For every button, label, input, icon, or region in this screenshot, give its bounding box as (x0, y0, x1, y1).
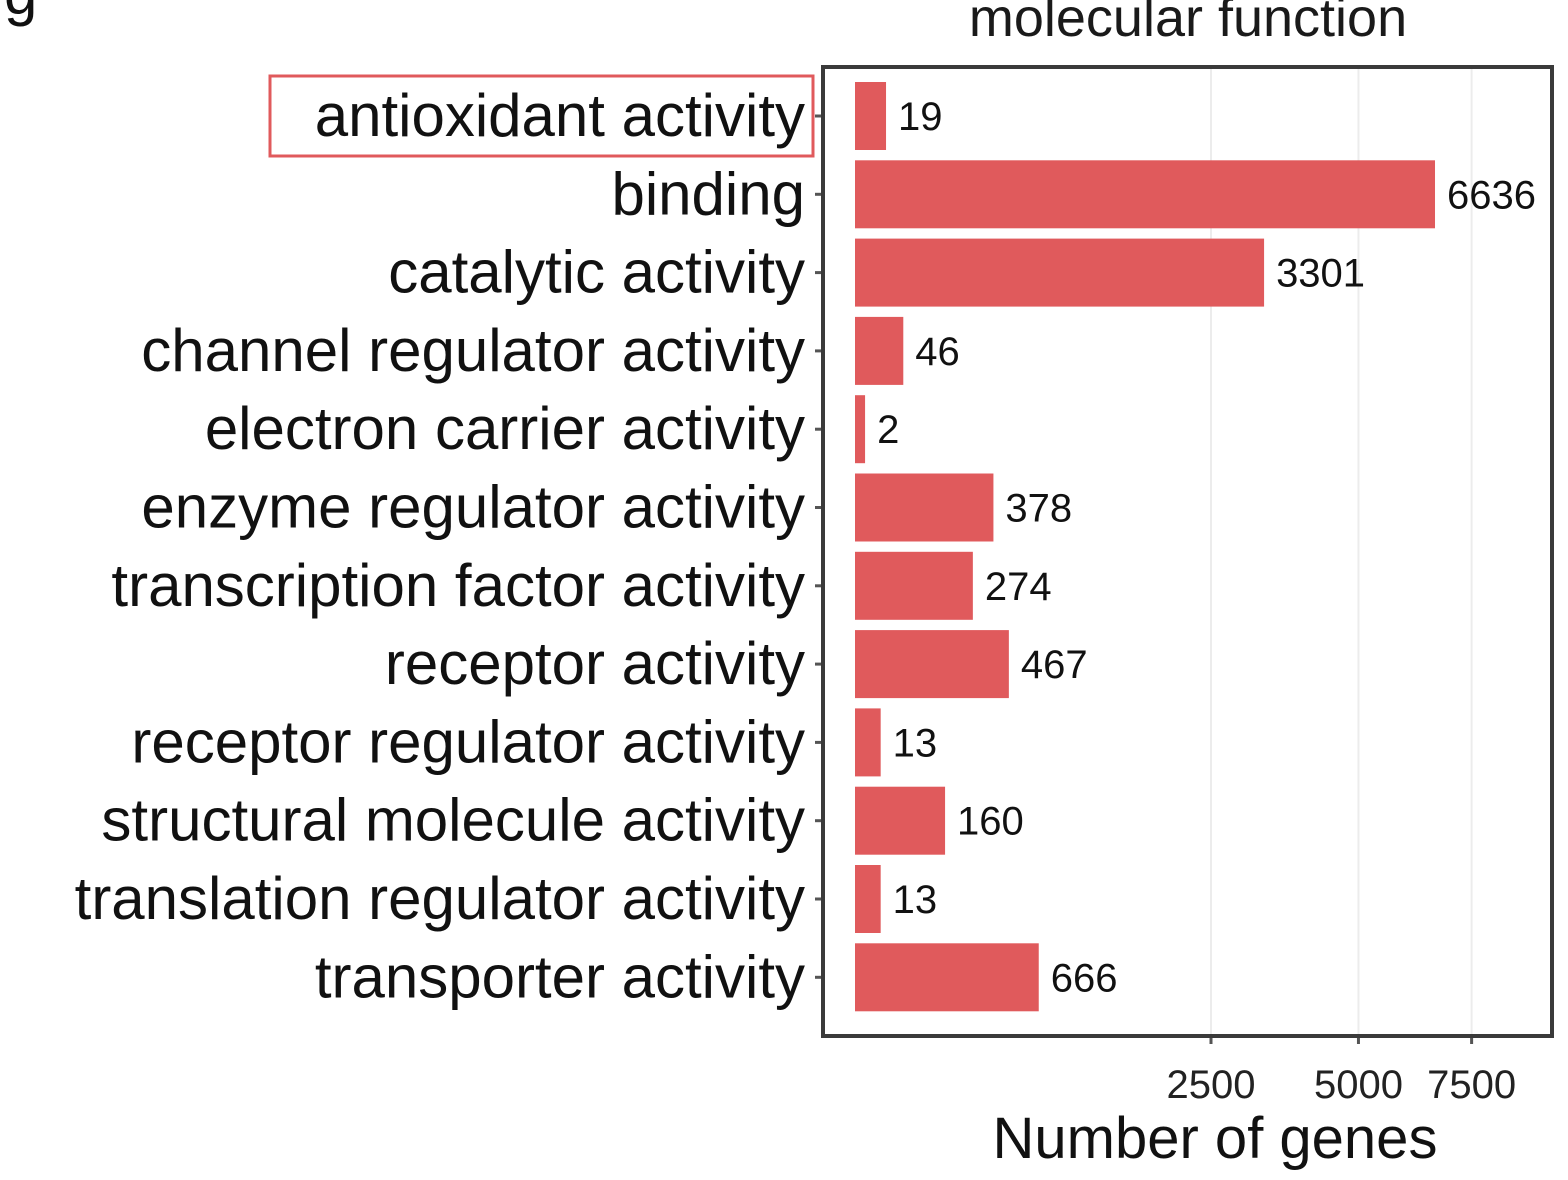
bar[interactable] (855, 786, 946, 855)
panel-letter: g (4, 0, 37, 27)
category-label: electron carrier activity (205, 395, 805, 462)
bar[interactable] (855, 551, 973, 620)
value-label: 666 (1051, 956, 1118, 1000)
bar[interactable] (855, 316, 904, 385)
category-label: structural molecule activity (101, 787, 805, 854)
bar[interactable] (855, 82, 887, 150)
category-label: receptor regulator activity (131, 708, 805, 775)
category-label: translation regulator activity (75, 865, 805, 932)
bar[interactable] (855, 473, 994, 542)
value-label: 467 (1021, 643, 1088, 687)
category-label: channel regulator activity (141, 317, 805, 384)
bar[interactable] (855, 630, 1009, 699)
x-axis-title: Number of genes (993, 1106, 1438, 1171)
category-label: transporter activity (315, 943, 805, 1010)
value-label: 6636 (1447, 173, 1536, 217)
category-label: antioxidant activity (315, 82, 805, 149)
value-label: 2 (877, 408, 899, 452)
x-tick-label: 7500 (1427, 1063, 1516, 1107)
bar[interactable] (855, 160, 1436, 229)
category-label: binding (611, 160, 805, 227)
value-label: 46 (915, 330, 960, 374)
x-tick-label: 5000 (1314, 1063, 1403, 1107)
bar[interactable] (855, 943, 1039, 1012)
chart-title: molecular function (969, 0, 1407, 48)
plot-border (821, 65, 1554, 1038)
value-label: 13 (893, 878, 938, 922)
category-label: catalytic activity (388, 239, 805, 306)
bar[interactable] (855, 238, 1265, 307)
plot-area: 19 antioxidant activity 6636 binding 3301 cat… (75, 65, 1554, 1107)
category-label: enzyme regulator activity (141, 474, 805, 541)
bar[interactable] (855, 395, 866, 464)
value-label: 378 (1005, 487, 1072, 531)
value-label: 160 (957, 800, 1024, 844)
plot-background (823, 67, 1552, 1036)
category-label: receptor activity (385, 630, 805, 697)
bar[interactable] (855, 865, 881, 933)
bar[interactable] (855, 708, 881, 777)
value-label: 274 (985, 565, 1052, 609)
category-label: transcription factor activity (111, 552, 805, 619)
value-label: 19 (898, 95, 943, 139)
value-label: 13 (893, 721, 938, 765)
x-tick-label: 2500 (1167, 1063, 1256, 1107)
value-label: 3301 (1276, 252, 1365, 296)
highlight-box (268, 74, 815, 158)
